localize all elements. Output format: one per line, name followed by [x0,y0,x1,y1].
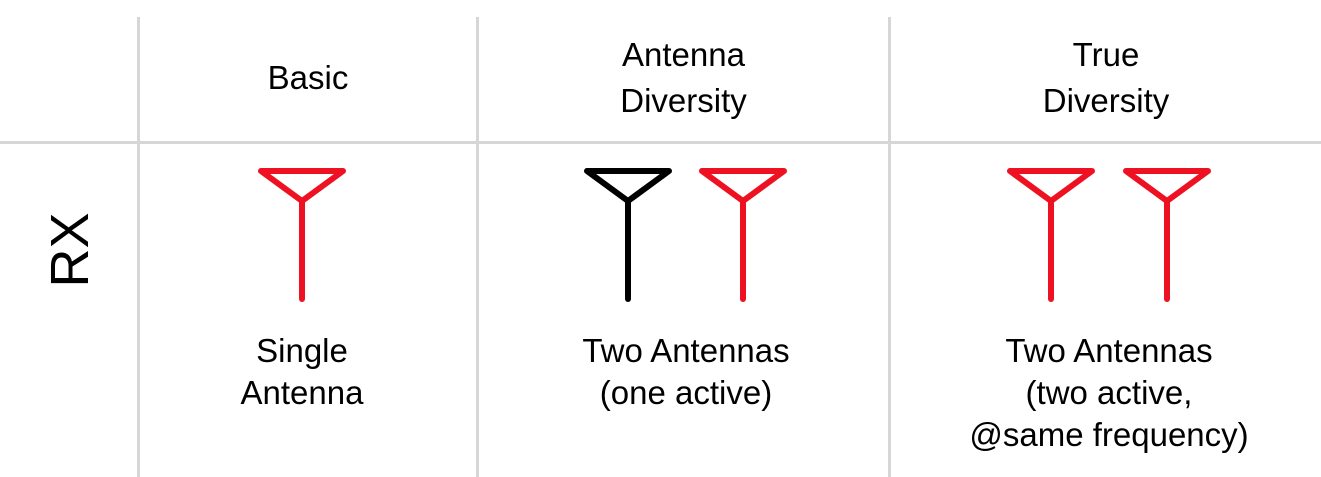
caption-true-diversity: Two Antennas (two active, @same frequenc… [891,330,1321,456]
header-true-diversity-line-1: True [1072,36,1140,73]
header-basic-line-1: Basic [267,59,349,96]
header-antenna-diversity-line-1: Antenna [622,36,745,73]
header-basic: Basic [140,28,476,128]
antenna-icon [1007,168,1095,302]
caption-basic-line-1: Single [256,332,348,369]
antenna-icon [258,168,346,302]
caption-basic-line-2: Antenna [240,374,364,411]
grid-divider-2 [476,17,479,477]
caption-antenna-diversity: Two Antennas (one active) [479,330,893,414]
header-true-diversity-line-2: Diversity [1042,82,1170,119]
caption-basic: Single Antenna [140,330,464,414]
caption-antenna-diversity-line-2: (one active) [599,374,773,411]
header-row-divider [0,141,1321,144]
antenna-icon [584,168,672,302]
caption-true-diversity-line-2: (two active, [1025,374,1193,411]
header-antenna-diversity-line-2: Diversity [620,82,747,119]
antenna-icon [699,168,787,302]
caption-true-diversity-line-1: Two Antennas [1005,332,1213,369]
antenna-icon [1123,168,1211,302]
header-antenna-diversity: Antenna Diversity [479,28,888,128]
grid-divider-3 [888,17,891,477]
header-true-diversity: True Diversity [891,28,1321,128]
grid-divider-1 [137,17,140,477]
caption-true-diversity-line-3: @same frequency) [969,416,1249,453]
caption-antenna-diversity-line-1: Two Antennas [582,332,790,369]
